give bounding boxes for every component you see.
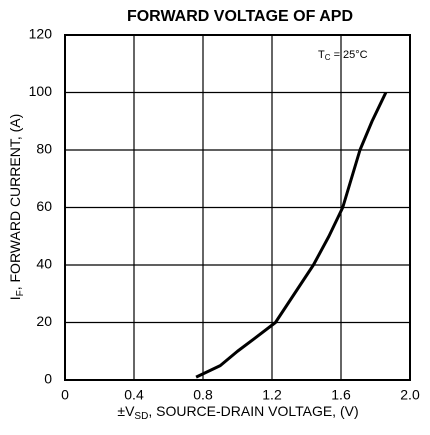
y-tick-label: 0 <box>44 371 52 387</box>
y-tick-label: 80 <box>36 141 52 157</box>
x-label-sub: SD <box>134 411 148 422</box>
x-axis-label: ±VSD, SOURCE-DRAIN VOLTAGE, (V) <box>117 403 358 422</box>
y-label-rest: , FORWARD CURRENT, (A) <box>7 114 23 291</box>
y-label-sub: F <box>15 290 26 296</box>
x-tick-label: 0.8 <box>193 387 213 403</box>
y-axis-label: IF, FORWARD CURRENT, (A) <box>7 114 26 301</box>
y-label-main: I <box>7 296 23 300</box>
y-tick-label: 120 <box>29 26 53 42</box>
x-tick-label: 0.4 <box>124 387 144 403</box>
x-tick-label: 0 <box>61 387 69 403</box>
y-tick-label: 100 <box>29 83 53 99</box>
y-tick-label: 20 <box>36 313 52 329</box>
x-tick-label: 1.6 <box>331 387 351 403</box>
x-tick-label: 1.2 <box>262 387 282 403</box>
annotation-main: T <box>318 49 325 61</box>
annotation-rest: = 25°C <box>331 49 368 61</box>
x-tick-label: 2.0 <box>400 387 420 403</box>
chart-title: FORWARD VOLTAGE OF APD <box>127 8 353 25</box>
x-label-rest: , SOURCE-DRAIN VOLTAGE, (V) <box>148 403 358 419</box>
annotation-sub: C <box>325 53 331 62</box>
data-line <box>195 91 388 379</box>
y-tick-label: 60 <box>36 198 52 214</box>
y-tick-label: 40 <box>36 256 52 272</box>
annotation: TC = 25°C <box>318 49 368 62</box>
x-label-main: ±V <box>117 403 135 419</box>
